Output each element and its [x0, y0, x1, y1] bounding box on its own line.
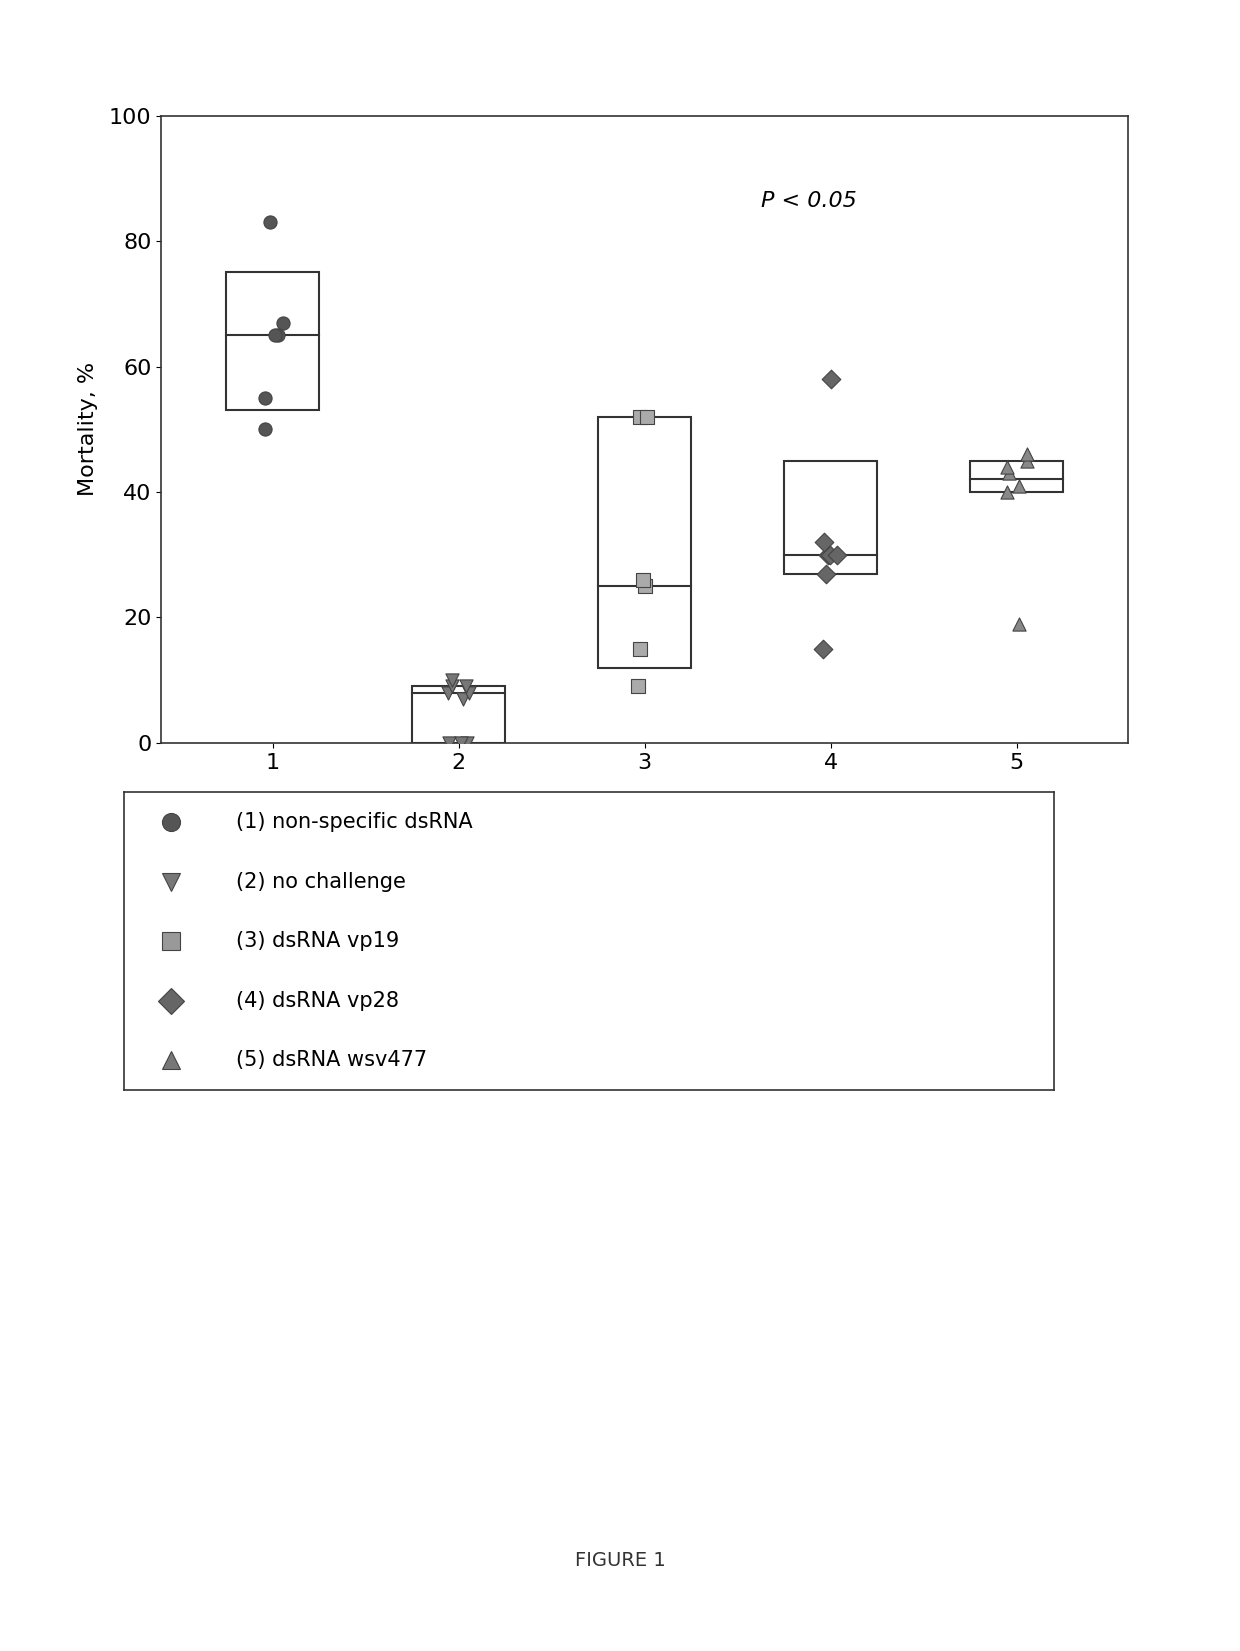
Text: (2) no challenge: (2) no challenge [236, 872, 405, 892]
Point [634, 566, 653, 593]
Text: (1) non-specific dsRNA: (1) non-specific dsRNA [236, 812, 472, 832]
Point [454, 685, 474, 712]
Point [265, 322, 285, 348]
Bar [971, 461, 1064, 492]
Point [1009, 611, 1029, 637]
Point [441, 667, 461, 693]
Point [820, 542, 839, 568]
Text: (4) dsRNA vp28: (4) dsRNA vp28 [236, 991, 398, 1010]
Point [821, 367, 841, 393]
Point [818, 542, 838, 568]
Point [635, 573, 655, 599]
Point [627, 674, 647, 700]
Point [813, 636, 833, 662]
Text: FIGURE 1: FIGURE 1 [574, 1550, 666, 1570]
Point [997, 454, 1017, 480]
Text: (3) dsRNA vp19: (3) dsRNA vp19 [236, 931, 399, 951]
Bar [413, 687, 506, 743]
Y-axis label: Mortality, %: Mortality, % [78, 362, 98, 497]
Point [1009, 472, 1029, 499]
Point [827, 542, 847, 568]
Point [255, 385, 275, 411]
Point [439, 730, 459, 756]
Point [1017, 447, 1037, 474]
Point [815, 528, 835, 555]
Point [438, 680, 458, 707]
Text: (5) dsRNA wsv477: (5) dsRNA wsv477 [236, 1050, 427, 1070]
Point [458, 730, 477, 756]
Bar [785, 461, 878, 573]
Point [273, 309, 293, 335]
Point [255, 416, 275, 442]
Point [268, 322, 288, 348]
Text: P < 0.05: P < 0.05 [761, 192, 857, 211]
Bar [599, 416, 692, 667]
Point [630, 636, 650, 662]
Point [816, 560, 836, 586]
Point [459, 680, 479, 707]
Point [1017, 441, 1037, 467]
Point [997, 479, 1017, 505]
Point [456, 674, 476, 700]
Point [443, 674, 463, 700]
Point [630, 403, 650, 429]
Point [999, 461, 1019, 487]
Point [637, 403, 657, 429]
Point [451, 730, 471, 756]
Point [260, 210, 280, 236]
Bar [227, 272, 320, 411]
